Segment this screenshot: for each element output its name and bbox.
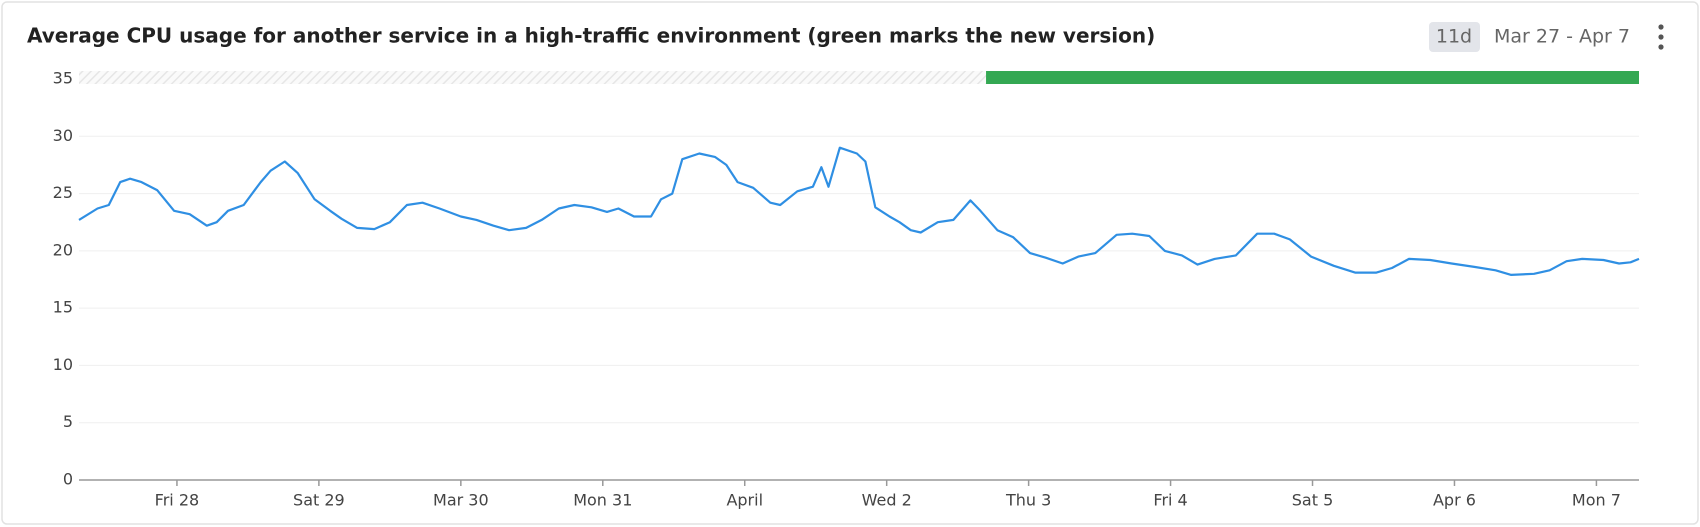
x-tick-label: Mon 31 (573, 491, 632, 510)
x-tick-label: Wed 2 (862, 491, 912, 510)
y-tick-label: 5 (63, 412, 73, 431)
x-tick-label: Fri 28 (155, 491, 200, 510)
x-tick-label: Mon 7 (1572, 491, 1621, 510)
y-tick-label: 0 (63, 470, 73, 489)
x-tick-label: Sat 29 (293, 491, 345, 510)
time-badge[interactable]: 11d (1436, 26, 1472, 48)
new-version-band (986, 71, 1639, 84)
x-tick-label: Fri 4 (1153, 491, 1187, 510)
widget-title: Average CPU usage for another service in… (27, 24, 1155, 48)
y-tick-label: 15 (53, 298, 73, 317)
old-version-band (79, 71, 987, 84)
x-tick-label: Thu 3 (1005, 491, 1051, 510)
series-line (78, 146, 1640, 276)
x-tick-label: April (726, 491, 763, 510)
x-tick-label: Sat 5 (1292, 491, 1334, 510)
x-tick-label: Apr 6 (1433, 491, 1476, 510)
y-tick-label: 10 (53, 355, 73, 374)
y-tick-label: 35 (53, 69, 73, 88)
x-tick-label: Mar 30 (433, 491, 489, 510)
y-tick-label: 25 (53, 183, 73, 202)
y-tick-label: 30 (53, 126, 73, 145)
y-tick-label: 20 (53, 240, 73, 259)
menu-icon[interactable] (1658, 24, 1664, 50)
date-range[interactable]: Mar 27 - Apr 7 (1494, 26, 1630, 48)
badge-bg (1429, 22, 1480, 52)
